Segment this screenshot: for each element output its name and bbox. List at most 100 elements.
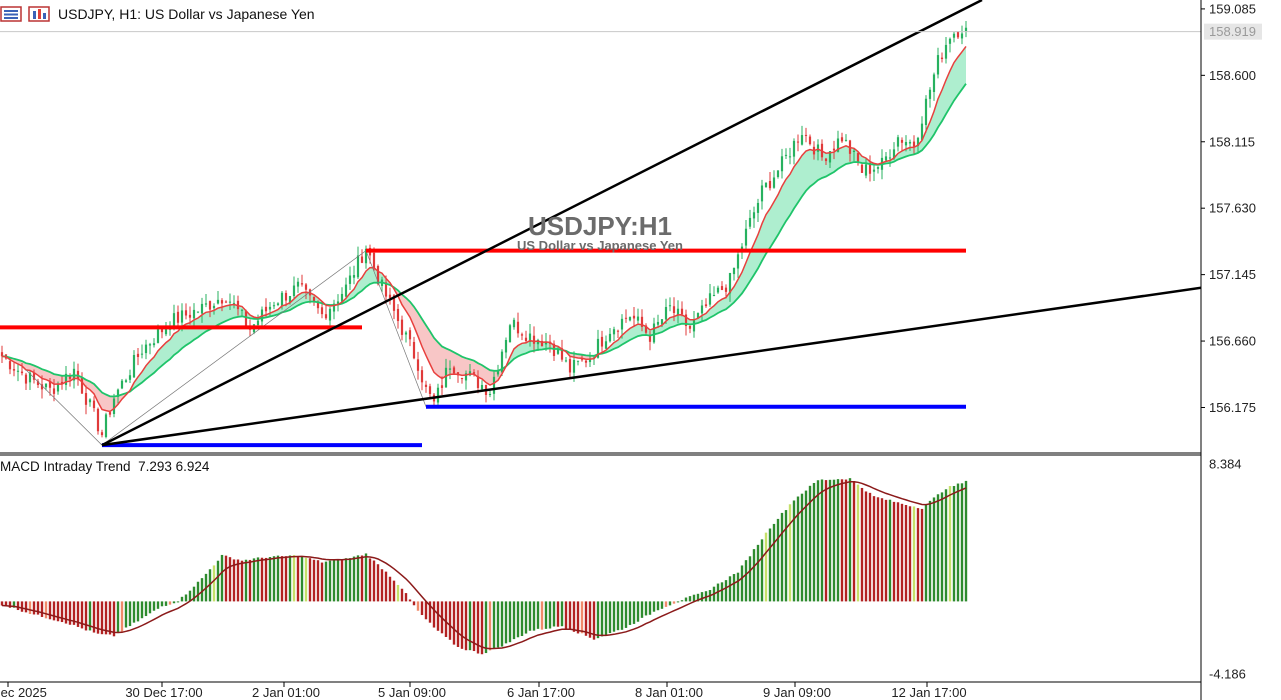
candle-body bbox=[856, 153, 860, 163]
candle-body bbox=[136, 353, 140, 358]
macd-histogram-bar bbox=[264, 557, 268, 602]
candle bbox=[720, 281, 724, 291]
ma-ribbon-segment bbox=[482, 365, 486, 383]
candle bbox=[948, 37, 952, 53]
macd-histogram-bar bbox=[448, 601, 452, 640]
candle bbox=[964, 20, 968, 38]
macd-histogram-bar bbox=[892, 501, 896, 602]
candle bbox=[612, 326, 616, 341]
macd-histogram-bar bbox=[468, 601, 472, 651]
price-tick-label: 157.145 bbox=[1209, 267, 1256, 282]
macd-histogram-bar bbox=[840, 479, 844, 602]
macd-histogram-bar bbox=[220, 554, 224, 602]
ma-ribbon-segment bbox=[630, 326, 634, 340]
macd-histogram-bar bbox=[732, 574, 736, 602]
candle-body bbox=[828, 151, 832, 163]
macd-histogram-bar bbox=[324, 561, 328, 602]
candle-body bbox=[600, 336, 604, 347]
candle-body bbox=[232, 302, 236, 304]
ma-ribbon-segment bbox=[410, 301, 414, 327]
macd-histogram-bar bbox=[336, 559, 340, 602]
candle-body bbox=[384, 282, 388, 297]
candle bbox=[584, 359, 588, 368]
candle-body bbox=[220, 300, 224, 304]
macd-histogram-bar bbox=[52, 601, 56, 621]
candle-body bbox=[900, 139, 904, 143]
candle-body bbox=[788, 156, 792, 158]
bar-chart-icon[interactable] bbox=[28, 6, 50, 22]
candle-body bbox=[684, 314, 688, 327]
candle-body bbox=[928, 89, 932, 99]
macd-histogram-bar bbox=[436, 601, 440, 631]
macd-histogram-bar bbox=[132, 601, 136, 623]
macd-histogram-bar bbox=[276, 555, 280, 602]
ma-ribbon-segment bbox=[434, 337, 438, 376]
macd-histogram-bar bbox=[484, 601, 488, 654]
macd-histogram-bar bbox=[548, 601, 552, 629]
candle bbox=[804, 127, 808, 143]
candle bbox=[244, 309, 248, 328]
macd-histogram-bar bbox=[888, 499, 892, 602]
macd-histogram-bar bbox=[720, 582, 724, 602]
candle bbox=[472, 369, 476, 377]
macd-histogram-bar bbox=[124, 601, 128, 628]
macd-histogram-bar bbox=[28, 601, 32, 614]
macd-histogram-bar bbox=[776, 518, 780, 602]
candle-body bbox=[52, 388, 56, 394]
macd-histogram-bar bbox=[256, 557, 260, 602]
candle-body bbox=[192, 309, 196, 319]
zigzag-line bbox=[25, 250, 427, 446]
time-tick-label: 30 Dec 17:00 bbox=[125, 685, 202, 700]
candle-body bbox=[464, 373, 468, 381]
candle bbox=[900, 137, 904, 152]
candle-body bbox=[396, 308, 400, 322]
candle-body bbox=[948, 38, 952, 44]
price-tick-label: 156.660 bbox=[1209, 334, 1256, 349]
macd-histogram-bar bbox=[408, 599, 412, 602]
candle-body bbox=[536, 339, 540, 345]
macd-histogram-bar bbox=[108, 601, 112, 635]
candle-body bbox=[656, 321, 660, 325]
candle bbox=[908, 139, 912, 151]
macd-histogram-bar bbox=[772, 523, 776, 602]
candle bbox=[24, 372, 28, 391]
macd-histogram-bar bbox=[364, 553, 368, 602]
candle bbox=[524, 330, 528, 344]
candle-body bbox=[40, 384, 44, 390]
candle bbox=[532, 326, 536, 353]
candle bbox=[864, 157, 868, 179]
candle-body bbox=[776, 170, 780, 177]
candle-body bbox=[208, 301, 212, 310]
candle-body bbox=[940, 57, 944, 59]
candle bbox=[632, 306, 636, 327]
time-tick-label: 8 Jan 01:00 bbox=[635, 685, 703, 700]
candle-body bbox=[572, 360, 576, 373]
ma-ribbon-segment bbox=[414, 306, 418, 337]
macd-histogram-bar bbox=[180, 596, 184, 602]
candle bbox=[824, 157, 828, 166]
macd-histogram-bar bbox=[300, 556, 304, 602]
candle-body bbox=[584, 360, 588, 363]
candle bbox=[624, 309, 628, 323]
candle bbox=[840, 132, 844, 143]
macd-histogram-bar bbox=[24, 601, 28, 613]
candle-body bbox=[336, 301, 340, 304]
macd-histogram-bar bbox=[88, 601, 92, 631]
slow-ma-line bbox=[1, 83, 967, 398]
ma-ribbon-segment bbox=[426, 325, 430, 365]
candle-body bbox=[528, 333, 532, 342]
macd-histogram-bar bbox=[684, 597, 688, 602]
candle bbox=[284, 290, 288, 307]
macd-histogram-bar bbox=[808, 485, 812, 602]
macd-histogram-bar bbox=[880, 498, 884, 602]
candle-body bbox=[300, 283, 304, 285]
candle bbox=[12, 361, 16, 377]
candle-body bbox=[808, 136, 812, 145]
symbol-list-icon[interactable] bbox=[0, 6, 22, 22]
macd-histogram-bar bbox=[496, 601, 500, 648]
macd-histogram-bar bbox=[12, 601, 16, 608]
macd-histogram-bar bbox=[184, 594, 188, 602]
macd-histogram-bar bbox=[796, 496, 800, 602]
candle-body bbox=[768, 181, 772, 189]
